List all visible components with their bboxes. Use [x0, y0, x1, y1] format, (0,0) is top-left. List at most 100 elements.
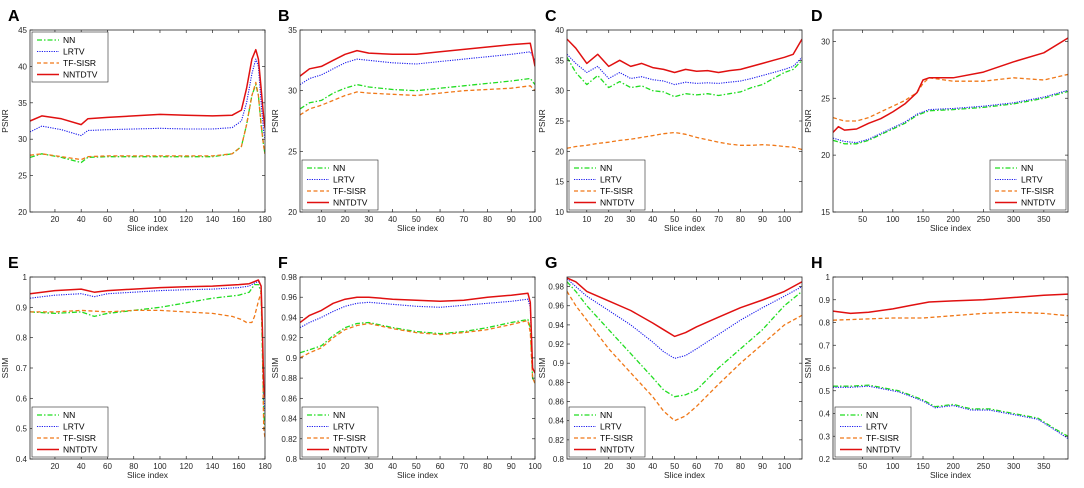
y-tick-label: 35	[18, 99, 27, 108]
panel-letter: H	[811, 255, 823, 272]
y-tick-label: 0.82	[281, 435, 297, 444]
x-tick-label: 60	[103, 215, 112, 224]
legend-label-nntdtv: NNTDTV	[866, 445, 901, 455]
x-tick-label: 150	[916, 462, 930, 471]
x-tick-label: 250	[977, 215, 991, 224]
x-tick-label: 70	[714, 462, 723, 471]
x-tick-label: 10	[317, 462, 326, 471]
axes-box	[832, 29, 1069, 213]
x-tick-label: 60	[692, 462, 701, 471]
y-tick-label: 25	[288, 147, 297, 156]
legend-label-nntdtv: NNTDTV	[1021, 198, 1056, 208]
y-tick-label: 20	[18, 208, 27, 217]
y-tick-label: 0.5	[819, 387, 831, 396]
y-tick-label: 40	[555, 26, 564, 35]
x-tick-label: 40	[648, 462, 657, 471]
x-tick-label: 40	[648, 215, 657, 224]
x-axis-label: Slice index	[664, 223, 706, 233]
legend-label-tf-sisr: TF-SISR	[600, 186, 633, 196]
series-line-nntdtv	[567, 38, 802, 74]
y-tick-label: 0.92	[548, 340, 564, 349]
y-axis-label: SSIM	[270, 358, 280, 379]
y-tick-label: 20	[821, 151, 830, 160]
y-axis-label: SSIM	[803, 358, 813, 379]
x-tick-label: 30	[364, 462, 373, 471]
series-line-nntdtv	[300, 42, 535, 77]
series-line-tf-sisr	[567, 291, 802, 422]
x-tick-label: 120	[180, 462, 194, 471]
y-tick-label: 0.8	[16, 334, 28, 343]
x-axis-label: Slice index	[930, 470, 972, 480]
x-tick-label: 20	[604, 462, 613, 471]
series-line-tf-sisr	[833, 73, 1068, 122]
legend-label-tf-sisr: TF-SISR	[63, 58, 96, 68]
legend-label-tf-sisr: TF-SISR	[333, 186, 366, 196]
y-tick-label: 0.3	[819, 432, 831, 441]
y-tick-label: 0.88	[281, 374, 297, 383]
x-tick-label: 70	[459, 215, 468, 224]
y-tick-label: 0.96	[281, 293, 297, 302]
y-tick-label: 0.92	[281, 334, 297, 343]
x-tick-label: 100	[886, 215, 900, 224]
x-tick-label: 100	[153, 215, 167, 224]
panel-b: B 10 20 30 40 50 60 70 80 90 100 20 25 30 35 Slice inde…	[270, 8, 542, 233]
x-tick-label: 60	[692, 215, 701, 224]
y-tick-label: 0.94	[281, 313, 297, 322]
legend-label-tf-sisr: TF-SISR	[600, 433, 633, 443]
x-tick-label: 60	[436, 215, 445, 224]
y-tick-label: 15	[555, 178, 564, 187]
legend-label-nntdtv: NNTDTV	[333, 445, 368, 455]
legend-label-lrtv: LRTV	[333, 175, 355, 185]
panel-e: E 20 40 60 80 100 120 140 160 180 0.4 0.5 0.6 0.7 0.8 0…	[0, 255, 272, 480]
x-tick-label: 30	[364, 215, 373, 224]
y-tick-label: 35	[288, 26, 297, 35]
x-tick-label: 140	[206, 215, 220, 224]
x-tick-label: 140	[206, 462, 220, 471]
legend-label-nntdtv: NNTDTV	[333, 198, 368, 208]
panel-letter: C	[545, 8, 557, 25]
x-tick-label: 40	[388, 462, 397, 471]
panel-a: A 20 40 60 80 100 120 140 160 180 20 25 30 35 40 45 Slic…	[0, 8, 272, 233]
legend-label-tf-sisr: TF-SISR	[866, 433, 899, 443]
series-line-nn	[300, 77, 535, 110]
y-tick-label: 20	[288, 208, 297, 217]
y-tick-label: 0.82	[548, 436, 564, 445]
x-tick-label: 200	[947, 462, 961, 471]
y-tick-label: 0.88	[548, 378, 564, 387]
x-tick-label: 10	[582, 462, 591, 471]
series-line-nntdtv	[833, 37, 1068, 133]
legend-label-tf-sisr: TF-SISR	[333, 433, 366, 443]
legend-label-nn: NN	[333, 410, 345, 420]
panel-letter: G	[545, 255, 557, 272]
panel-g: G 10 20 30 40 50 60 70 80 90 100 0.8 0.82 0.84 0.86 0.8…	[537, 255, 803, 480]
series-line-lrtv	[300, 51, 535, 86]
y-tick-label: 0.84	[281, 415, 297, 424]
x-tick-label: 10	[317, 215, 326, 224]
x-tick-label: 300	[1007, 462, 1021, 471]
series-line-nntdtv	[300, 292, 535, 374]
y-tick-label: 10	[555, 208, 564, 217]
y-tick-label: 0.86	[281, 394, 297, 403]
x-tick-label: 50	[858, 215, 867, 224]
x-axis-label: Slice index	[930, 223, 972, 233]
series-line-nntdtv	[833, 293, 1068, 315]
x-tick-label: 300	[1007, 215, 1021, 224]
x-tick-label: 20	[604, 215, 613, 224]
series-line-nn	[30, 83, 265, 164]
panel-letter: D	[811, 8, 823, 25]
y-tick-label: 0.2	[819, 455, 831, 464]
x-tick-label: 40	[388, 215, 397, 224]
x-tick-label: 80	[483, 215, 492, 224]
legend-label-nntdtv: NNTDTV	[600, 445, 635, 455]
y-tick-label: 1	[826, 273, 831, 282]
legend-label-lrtv: LRTV	[600, 422, 622, 432]
x-tick-label: 70	[714, 215, 723, 224]
y-tick-label: 0.6	[819, 364, 831, 373]
y-tick-label: 0.6	[16, 394, 28, 403]
